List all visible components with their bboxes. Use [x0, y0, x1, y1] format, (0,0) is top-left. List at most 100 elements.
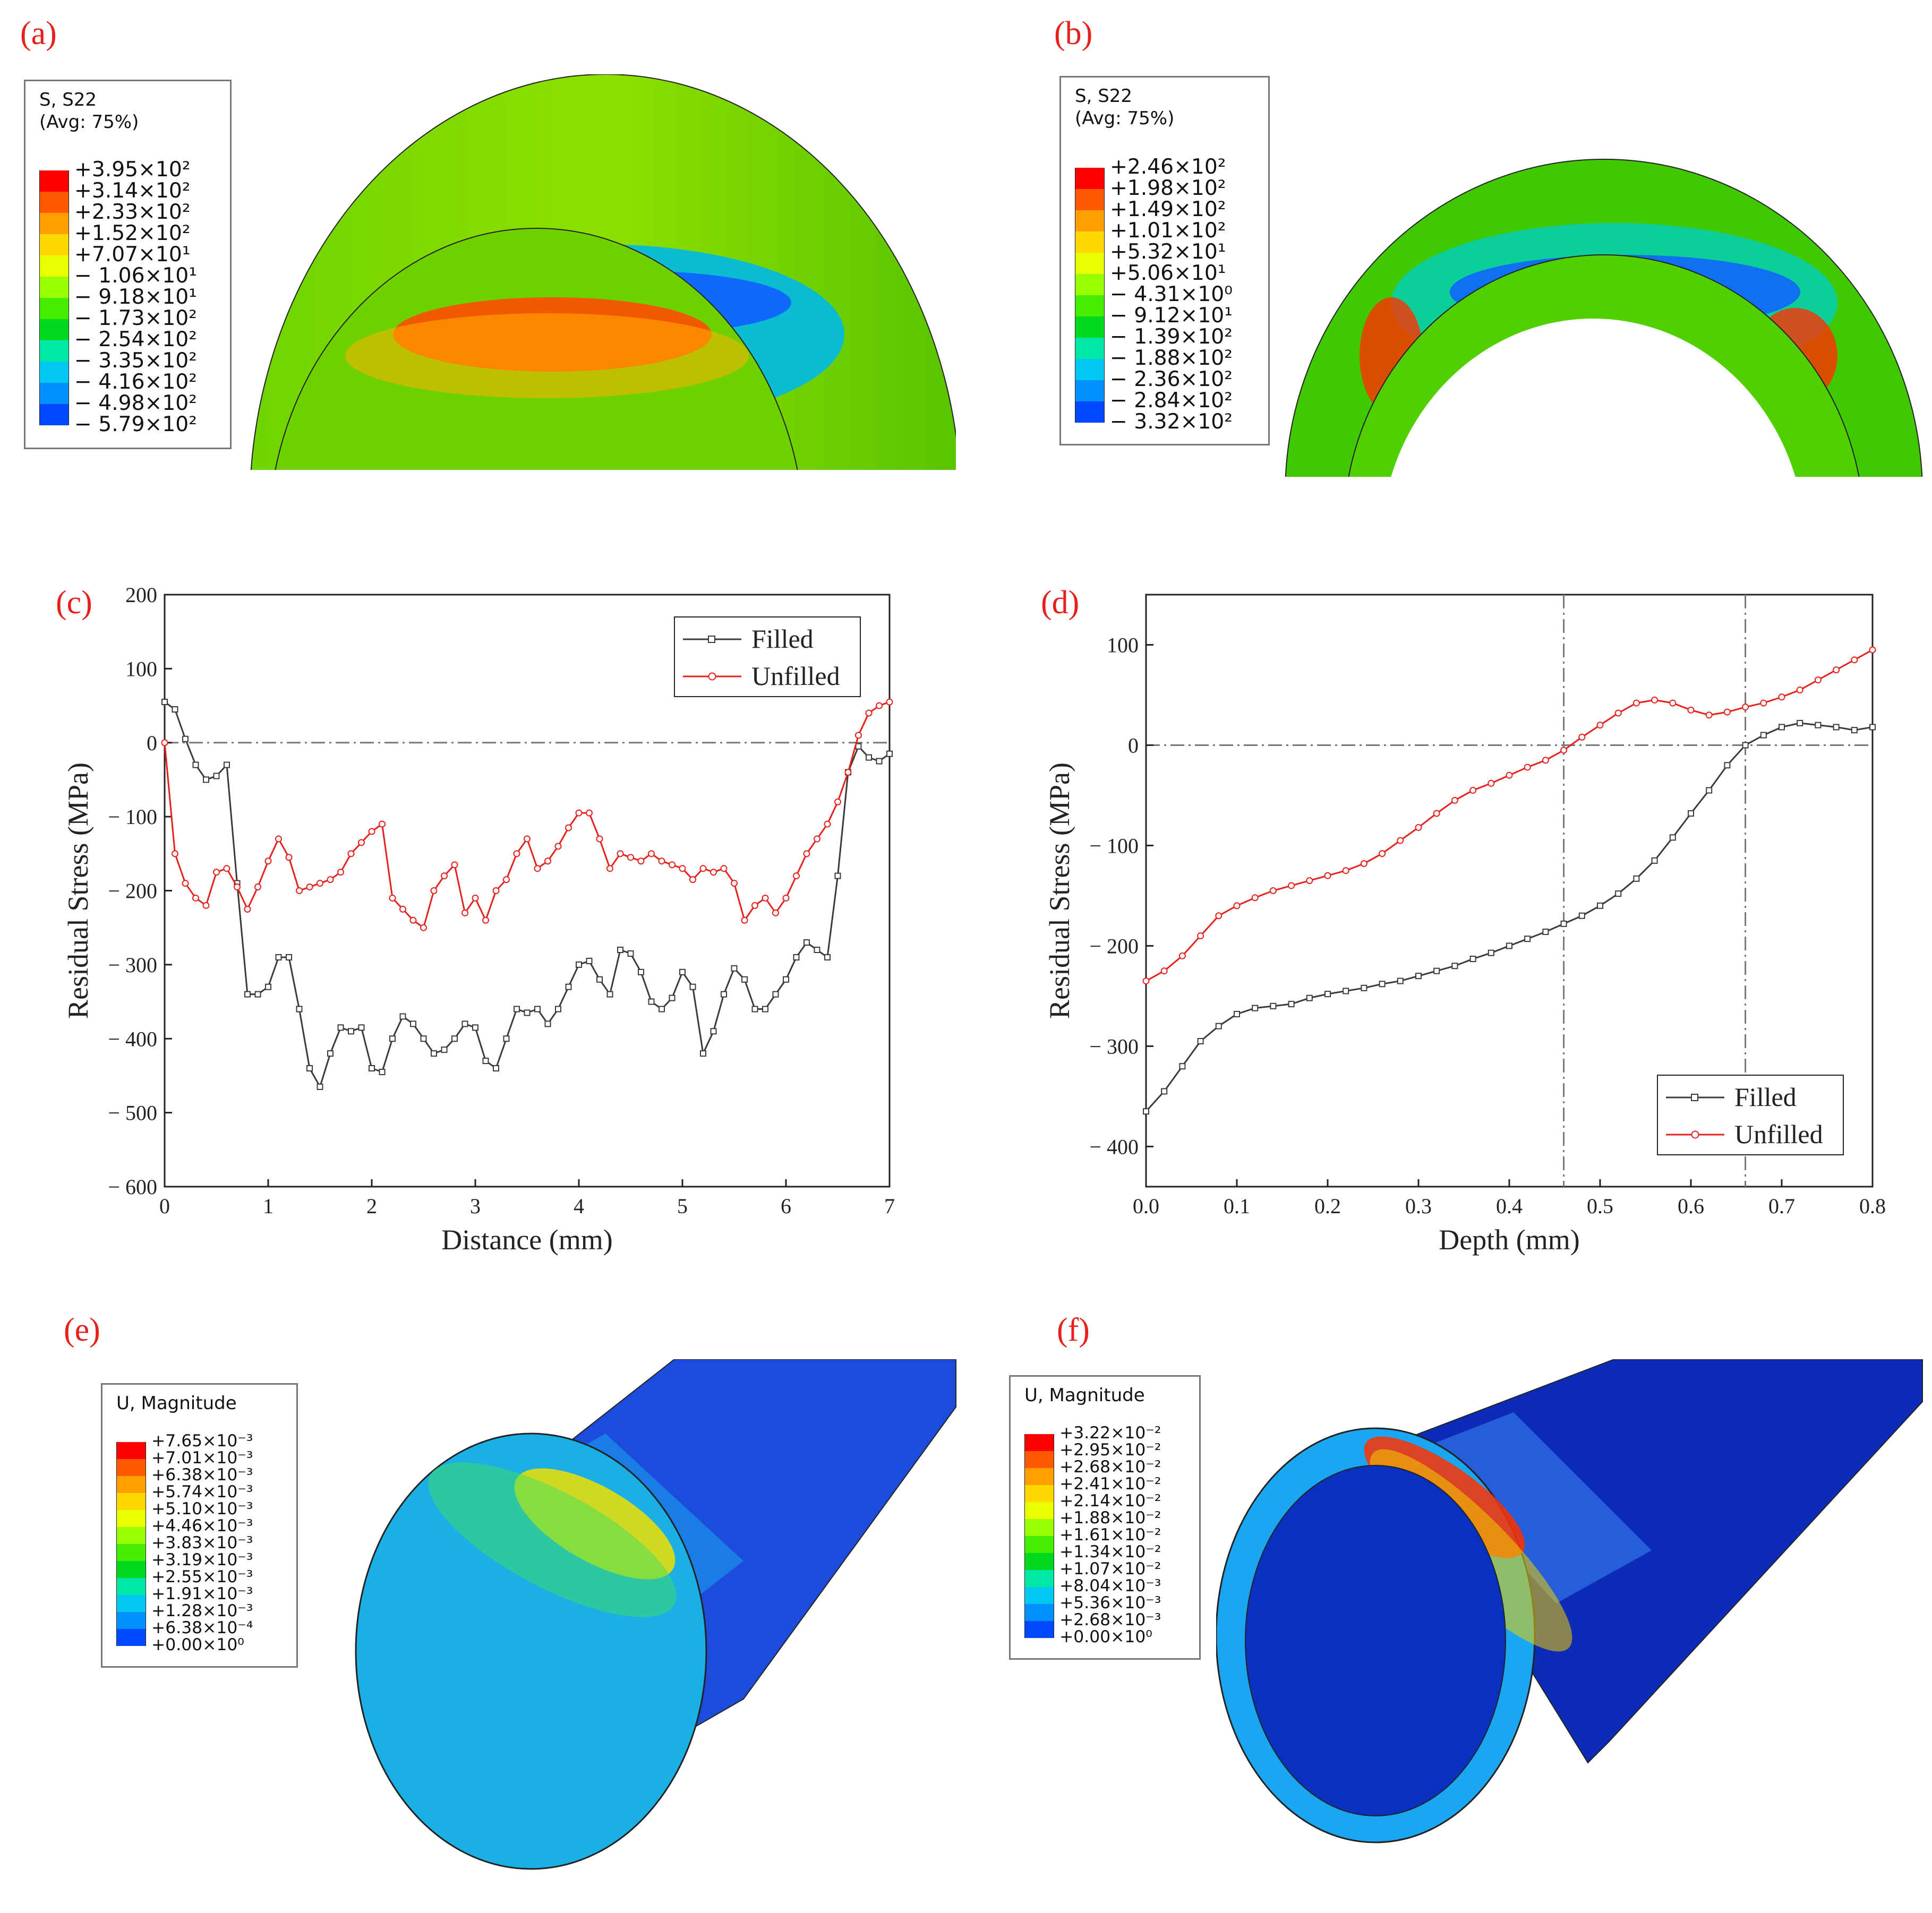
data-point-unfilled [327, 876, 334, 883]
data-point-filled [1724, 762, 1731, 769]
data-point-unfilled [1833, 666, 1840, 674]
legend-b-title-2: (Avg: 75%) [1075, 108, 1175, 129]
legend-f-swatch [1024, 1451, 1054, 1468]
legend-b-swatch [1075, 359, 1105, 380]
legend-f: U, Magnitude +3.22×10⁻² +2.95×10⁻² +2.68×10… [1009, 1375, 1201, 1660]
data-point-unfilled [409, 916, 417, 924]
data-point-filled [1270, 1002, 1277, 1009]
data-point-unfilled [1506, 771, 1513, 779]
legend-b-swatch [1075, 338, 1105, 359]
contour-render-a [250, 74, 956, 470]
legend-a-swatch [39, 340, 69, 362]
data-point-filled [565, 983, 572, 990]
data-point-unfilled [1778, 693, 1785, 701]
data-point-unfilled [1869, 646, 1876, 654]
data-point-unfilled [161, 739, 168, 747]
data-point-filled [1669, 834, 1676, 841]
data-point-filled [1433, 967, 1440, 974]
data-point-unfilled [472, 894, 479, 902]
data-point-unfilled [534, 865, 541, 872]
panel-label-f: (f) [1057, 1312, 1090, 1348]
data-point-filled [866, 754, 872, 761]
legend-b-swatch [1075, 189, 1105, 210]
legend-e-value: +3.83×10⁻³ [151, 1533, 253, 1552]
legend-b-swatch [1075, 401, 1105, 423]
x-tick-label: 0.4 [1496, 1194, 1523, 1218]
data-point-unfilled [658, 857, 665, 865]
y-tick-label: − 300 [1089, 1034, 1139, 1058]
data-point-unfilled [834, 798, 841, 805]
legend-f-value: +2.41×10⁻² [1059, 1474, 1161, 1494]
data-point-filled [1197, 1037, 1204, 1044]
legend-a-value: − 4.16×10² [74, 370, 197, 394]
legend-e-swatch [116, 1612, 146, 1629]
data-point-unfilled [1687, 706, 1695, 714]
data-point-filled [399, 1013, 406, 1020]
data-point-unfilled [731, 880, 738, 887]
data-point-filled [555, 1006, 561, 1013]
legend-b-value: − 2.36×10² [1110, 367, 1233, 391]
data-point-unfilled [1397, 837, 1404, 844]
data-point-unfilled [772, 909, 779, 916]
data-point-filled [834, 872, 841, 879]
data-point-unfilled [1160, 967, 1168, 975]
legend-b-swatch [1075, 380, 1105, 401]
data-point-filled [741, 976, 748, 983]
data-point-filled [482, 1058, 489, 1065]
legend-f-value: +0.00×10⁰ [1059, 1627, 1152, 1646]
series-line-filled [164, 701, 890, 1089]
legend-a-swatch [39, 192, 69, 213]
legend-f-swatch [1024, 1468, 1054, 1485]
data-point-filled [1415, 973, 1422, 980]
data-point-filled [1488, 949, 1494, 956]
data-point-filled [192, 761, 199, 768]
legend-f-value: +2.14×10⁻² [1059, 1491, 1161, 1511]
legend-f-swatch [1024, 1502, 1054, 1519]
legend-e-value: +1.28×10⁻³ [151, 1601, 253, 1620]
data-point-filled [1361, 984, 1367, 991]
legend-a-value: +1.52×10² [74, 221, 191, 245]
legend-marker-filled [708, 636, 715, 643]
legend-f-value: +2.68×10⁻³ [1059, 1610, 1161, 1629]
legend-a-value: − 9.18×10¹ [74, 285, 197, 309]
data-point-filled [1688, 810, 1694, 817]
data-point-filled [410, 1020, 416, 1027]
legend-marker-unfilled [1691, 1130, 1699, 1139]
legend-a-value: − 3.35×10² [74, 349, 197, 373]
data-point-unfilled [1197, 932, 1204, 940]
data-point-filled [648, 998, 655, 1005]
data-point-filled [1578, 912, 1585, 919]
legend-b-value: − 1.39×10² [1110, 325, 1233, 349]
data-point-unfilled [1578, 733, 1586, 741]
data-point-unfilled [1269, 887, 1277, 894]
data-point-unfilled [430, 887, 438, 894]
data-point-filled [783, 976, 789, 983]
displacement-render-e [355, 1359, 956, 1870]
data-point-unfilled [1705, 711, 1713, 719]
data-point-filled [721, 991, 727, 998]
data-point-filled [182, 735, 189, 742]
y-tick-label: − 100 [1089, 834, 1139, 857]
data-point-unfilled [1142, 977, 1150, 985]
data-point-unfilled [699, 865, 707, 872]
data-point-filled [1615, 890, 1622, 897]
legend-e-swatch [116, 1510, 146, 1527]
data-point-unfilled [306, 883, 313, 891]
data-point-unfilled [1306, 877, 1313, 885]
data-point-filled [803, 939, 810, 946]
data-point-filled [689, 983, 696, 990]
data-point-filled [1560, 920, 1567, 927]
data-point-filled [348, 1028, 354, 1035]
data-point-unfilled [254, 883, 261, 891]
data-point-unfilled [544, 857, 551, 865]
legend-e-value: +7.01×10⁻³ [151, 1448, 253, 1468]
data-point-unfilled [1632, 699, 1640, 707]
legend-a-swatch [39, 319, 69, 340]
data-point-filled [431, 1050, 437, 1057]
data-point-unfilled [1488, 779, 1495, 787]
x-tick-label: 0.1 [1224, 1194, 1250, 1218]
data-point-filled [1633, 875, 1640, 882]
data-point-unfilled [751, 902, 758, 909]
data-point-unfilled [524, 835, 531, 843]
data-point-filled [617, 947, 623, 953]
